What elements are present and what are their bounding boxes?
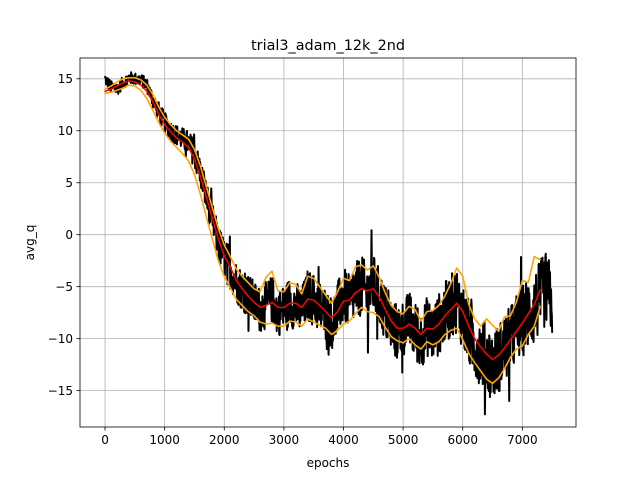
x-tick-label: 4000 [328, 433, 359, 447]
y-tick-label: −5 [55, 280, 73, 294]
y-tick-label: 15 [58, 72, 73, 86]
y-tick-label: −10 [48, 332, 73, 346]
x-tick-label: 1000 [149, 433, 180, 447]
x-tick-label: 3000 [269, 433, 300, 447]
x-tick-label: 6000 [447, 433, 478, 447]
x-tick-label: 2000 [209, 433, 240, 447]
x-tick-label: 5000 [388, 433, 419, 447]
y-tick-label: 0 [65, 228, 73, 242]
x-tick-label: 0 [101, 433, 109, 447]
y-tick-label: 10 [58, 124, 73, 138]
y-tick-label: −15 [48, 384, 73, 398]
x-tick-label: 7000 [507, 433, 538, 447]
lower-band-line [104, 84, 542, 385]
upper-band-line [104, 76, 542, 333]
y-axis-label: avg_q [23, 225, 37, 261]
plot-frame [79, 57, 577, 428]
series-group [104, 71, 554, 416]
raw-series-line [104, 71, 554, 416]
x-axis-label: epochs [307, 456, 350, 470]
axis-ticks: 0 1000 2000 3000 4000 5000 6000 7000 −15 −10 −5 0 5 1… [48, 72, 538, 447]
y-tick-label: 5 [65, 176, 73, 190]
grid [80, 58, 576, 427]
chart-title: trial3_adam_12k_2nd [251, 38, 405, 54]
moving-average-line [104, 80, 541, 361]
